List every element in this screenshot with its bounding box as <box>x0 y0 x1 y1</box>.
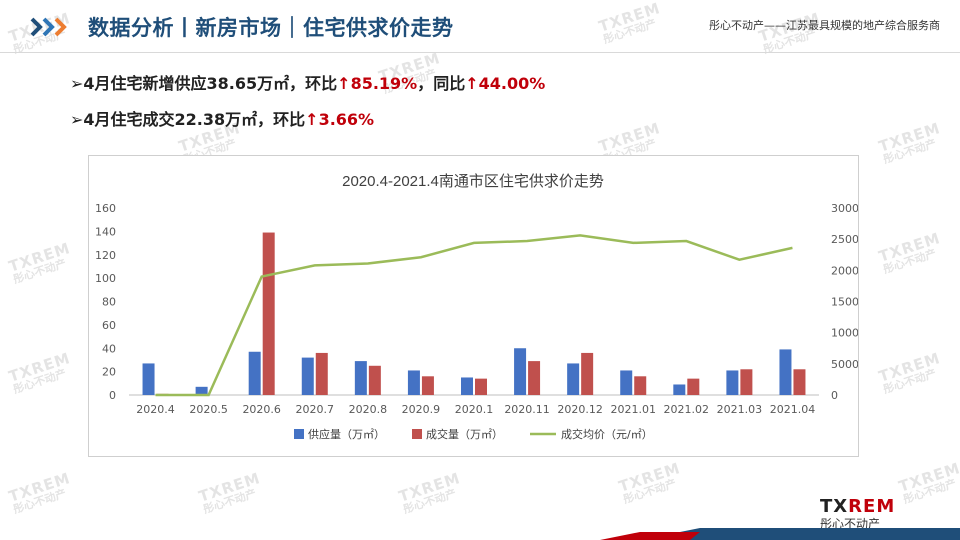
deal-bar <box>262 232 275 395</box>
logo-brand-suffix: REM <box>848 496 896 517</box>
x-tick-label: 2020.5 <box>189 403 228 416</box>
header: 数据分析丨新房市场｜住宅供求价走势 彤心不动产——江苏最具规模的地产综合服务商 <box>0 0 960 56</box>
y-right-tick-label: 25000 <box>831 233 858 246</box>
supply-bar <box>407 370 420 395</box>
highlight-deal-text: ➢4月住宅成交22.38万㎡，环比 <box>70 110 306 129</box>
supply-bar <box>461 377 473 395</box>
highlight-supply-mid: ，同比 <box>417 74 466 93</box>
supply-bar <box>779 349 792 395</box>
legend-label: 成交量（万㎡） <box>426 427 503 441</box>
up-arrow-icon: ↑ <box>337 74 351 93</box>
supply-yoy-value: 44.00% <box>478 74 546 93</box>
y-right-tick-label: 30000 <box>831 202 858 215</box>
legend-swatch <box>294 429 304 439</box>
y-left-tick-label: 40 <box>102 342 116 355</box>
supply-bar <box>567 363 580 395</box>
x-tick-label: 2020.6 <box>242 403 281 416</box>
logo-name: 彤心不动产 <box>820 517 881 531</box>
x-tick-label: 2020.1 <box>455 403 494 416</box>
y-left-tick-label: 60 <box>102 319 116 332</box>
up-arrow-icon: ↑ <box>305 110 319 129</box>
deal-bar <box>581 352 594 395</box>
supply-bar <box>673 384 686 395</box>
deal-bar <box>634 376 647 395</box>
price-line <box>155 234 793 397</box>
y-right-tick-label: 10000 <box>831 327 858 340</box>
x-tick-label: 2020.12 <box>557 403 603 416</box>
legend-label: 供应量（万㎡） <box>308 427 385 441</box>
y-left-tick-label: 140 <box>95 225 116 238</box>
supply-bar <box>620 370 633 395</box>
supply-bar <box>726 370 739 395</box>
deal-bar <box>315 352 328 395</box>
y-left-tick-label: 120 <box>95 249 116 262</box>
chart-svg: 2020.4-2021.4南通市区住宅供求价走势 0 20 40 60 80 100 120 1… <box>95 173 866 441</box>
header-divider <box>0 52 960 53</box>
highlight-deal: ➢4月住宅成交22.38万㎡，环比↑3.66% <box>70 106 374 130</box>
y-left-tick-label: 100 <box>95 272 116 285</box>
y-right-tick-label: 5000 <box>831 358 858 371</box>
x-tick-label: 2021.04 <box>770 403 816 416</box>
chevrons-icon <box>30 17 67 37</box>
x-tick-label: 2020.7 <box>296 403 335 416</box>
deal-mom-value: 3.66% <box>318 110 375 129</box>
company-tagline: 彤心不动产——江苏最具规模的地产综合服务商 <box>709 19 940 32</box>
supply-bar <box>354 361 367 395</box>
deal-bar <box>368 365 381 395</box>
supply-bar <box>248 351 261 395</box>
supply-bar <box>301 357 314 395</box>
deal-bar <box>687 378 700 395</box>
chart-title: 2020.4-2021.4南通市区住宅供求价走势 <box>342 173 604 190</box>
supply-bar <box>142 363 155 395</box>
y-right-tick-label: 20000 <box>831 264 858 277</box>
company-logo: TXREM 彤心不动产 <box>820 496 895 532</box>
legend-swatch <box>412 429 422 439</box>
up-arrow-icon: ↑ <box>465 74 479 93</box>
x-tick-label: 2021.02 <box>664 403 710 416</box>
x-tick-label: 2021.01 <box>610 403 656 416</box>
deal-bar <box>475 378 487 395</box>
x-tick-label: 2020.4 <box>136 403 175 416</box>
y-left-tick-label: 80 <box>102 296 116 309</box>
y-left-tick-label: 0 <box>109 389 116 402</box>
logo-brand-prefix: TX <box>820 496 849 517</box>
y-left-tick-label: 20 <box>102 366 116 379</box>
x-tick-label: 2020.8 <box>349 403 388 416</box>
highlight-supply: ➢4月住宅新增供应38.65万㎡，环比↑85.19%，同比↑44.00% <box>70 70 545 94</box>
supply-bar <box>195 386 208 395</box>
x-tick-label: 2020.11 <box>504 403 549 416</box>
x-tick-label: 2021.03 <box>717 403 763 416</box>
y-right-tick-label: 15000 <box>831 296 858 309</box>
deal-bar <box>793 369 806 395</box>
supply-mom-value: 85.19% <box>350 74 418 93</box>
y-left-tick-label: 160 <box>95 202 116 215</box>
highlight-supply-text: ➢4月住宅新增供应38.65万㎡，环比 <box>70 74 338 93</box>
legend-label: 成交均价（元/㎡） <box>561 427 653 441</box>
deal-bar <box>740 369 753 395</box>
x-tick-label: 2020.9 <box>402 403 441 416</box>
deal-bar <box>421 376 434 395</box>
supply-bar <box>514 348 527 395</box>
chart-container: 2020.4-2021.4南通市区住宅供求价走势 0 20 40 60 80 100 120 1… <box>88 155 866 457</box>
deal-bar <box>528 361 541 395</box>
y-right-tick-label: 0 <box>831 389 838 402</box>
page-title: 数据分析丨新房市场｜住宅供求价走势 <box>88 16 454 40</box>
bottom-stripe <box>600 528 960 540</box>
